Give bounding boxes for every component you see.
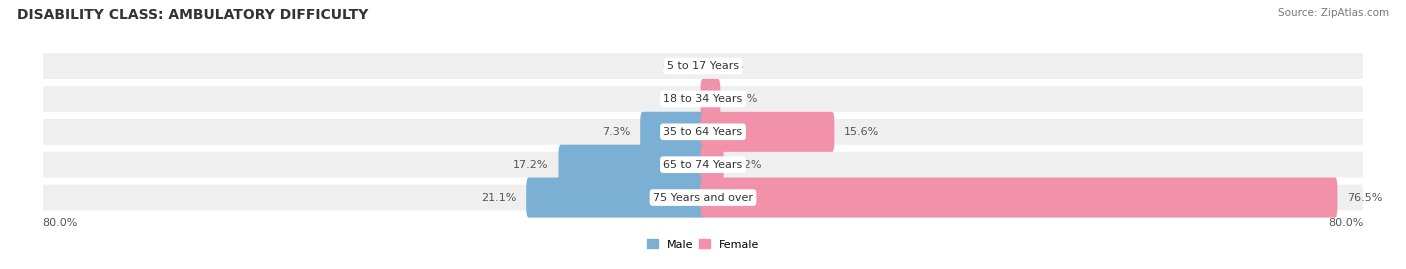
Text: 18 to 34 Years: 18 to 34 Years: [664, 94, 742, 104]
Text: 0.0%: 0.0%: [662, 61, 690, 71]
FancyBboxPatch shape: [44, 53, 1362, 79]
FancyBboxPatch shape: [558, 145, 706, 185]
Text: 80.0%: 80.0%: [42, 218, 77, 228]
Text: 0.0%: 0.0%: [716, 61, 744, 71]
Legend: Male, Female: Male, Female: [643, 235, 763, 254]
FancyBboxPatch shape: [640, 112, 706, 152]
Text: 0.0%: 0.0%: [662, 94, 690, 104]
Text: 15.6%: 15.6%: [844, 127, 880, 137]
FancyBboxPatch shape: [700, 145, 724, 185]
FancyBboxPatch shape: [700, 79, 720, 119]
FancyBboxPatch shape: [44, 152, 1362, 178]
FancyBboxPatch shape: [44, 185, 1362, 210]
FancyBboxPatch shape: [44, 86, 1362, 112]
Text: 80.0%: 80.0%: [1329, 218, 1364, 228]
FancyBboxPatch shape: [700, 112, 834, 152]
FancyBboxPatch shape: [700, 178, 1337, 218]
Text: 1.8%: 1.8%: [730, 94, 759, 104]
Text: 21.1%: 21.1%: [481, 193, 516, 203]
FancyBboxPatch shape: [526, 178, 706, 218]
Text: DISABILITY CLASS: AMBULATORY DIFFICULTY: DISABILITY CLASS: AMBULATORY DIFFICULTY: [17, 8, 368, 22]
FancyBboxPatch shape: [44, 119, 1362, 145]
Text: 7.3%: 7.3%: [602, 127, 630, 137]
Text: 17.2%: 17.2%: [513, 160, 548, 170]
Text: Source: ZipAtlas.com: Source: ZipAtlas.com: [1278, 8, 1389, 18]
Text: 76.5%: 76.5%: [1347, 193, 1382, 203]
Text: 35 to 64 Years: 35 to 64 Years: [664, 127, 742, 137]
Text: 5 to 17 Years: 5 to 17 Years: [666, 61, 740, 71]
Text: 75 Years and over: 75 Years and over: [652, 193, 754, 203]
Text: 2.2%: 2.2%: [734, 160, 762, 170]
Text: 65 to 74 Years: 65 to 74 Years: [664, 160, 742, 170]
